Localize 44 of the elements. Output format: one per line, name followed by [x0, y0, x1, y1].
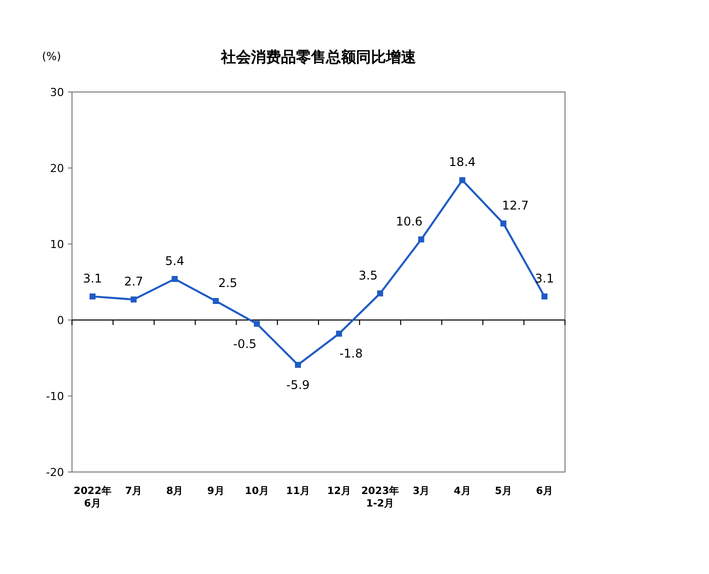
data-label: 3.1	[82, 271, 102, 286]
y-tick-label: 20	[50, 162, 64, 175]
point	[294, 362, 301, 368]
x-tick-label: 6月	[536, 486, 553, 497]
data-label: -0.5	[233, 336, 257, 351]
point	[500, 220, 506, 226]
x-tick-label: 7月	[125, 486, 142, 497]
y-tick-label: 10	[50, 238, 64, 251]
point	[212, 298, 219, 304]
point	[172, 276, 178, 282]
data-label: 2.7	[124, 274, 144, 288]
x-tick-label: 5月	[494, 486, 512, 497]
data-label: 3.1	[534, 271, 554, 286]
data-label: -5.9	[286, 378, 310, 392]
point	[377, 290, 384, 296]
x-tick-label: 3月	[412, 486, 430, 497]
point	[541, 293, 548, 300]
x-tick-label: 12月	[327, 486, 352, 497]
x-tick-label: 9月	[207, 486, 224, 497]
x-tick-label: 8月	[166, 486, 184, 497]
y-tick-label: -20	[46, 466, 64, 479]
data-label: 5.4	[165, 254, 184, 268]
point	[336, 330, 342, 337]
point	[90, 293, 96, 300]
x-tick-label: 10月	[244, 486, 269, 497]
x-tick-label: 2023年 1-2月	[361, 485, 400, 510]
point	[459, 177, 466, 184]
data-label: 10.6	[396, 214, 423, 228]
y-tick-label: 0	[57, 314, 64, 327]
point	[418, 236, 424, 242]
point	[130, 296, 137, 302]
y-tick-label: 30	[50, 86, 64, 99]
x-tick-label: 4月	[454, 486, 471, 497]
chart-title: 社会消费品零售总额同比增速	[220, 48, 417, 66]
x-tick-label: 11月	[286, 486, 310, 497]
point	[254, 320, 260, 327]
data-label: -1.8	[339, 346, 363, 361]
data-label: 12.7	[502, 198, 529, 212]
data-label: 2.5	[218, 276, 238, 290]
data-label: 3.5	[358, 268, 378, 282]
x-tick-label: 2022年 6月	[74, 485, 112, 510]
y-axis-title: (%)	[42, 50, 62, 63]
y-tick-label: -10	[46, 390, 64, 403]
data-label: 18.4	[448, 155, 476, 170]
